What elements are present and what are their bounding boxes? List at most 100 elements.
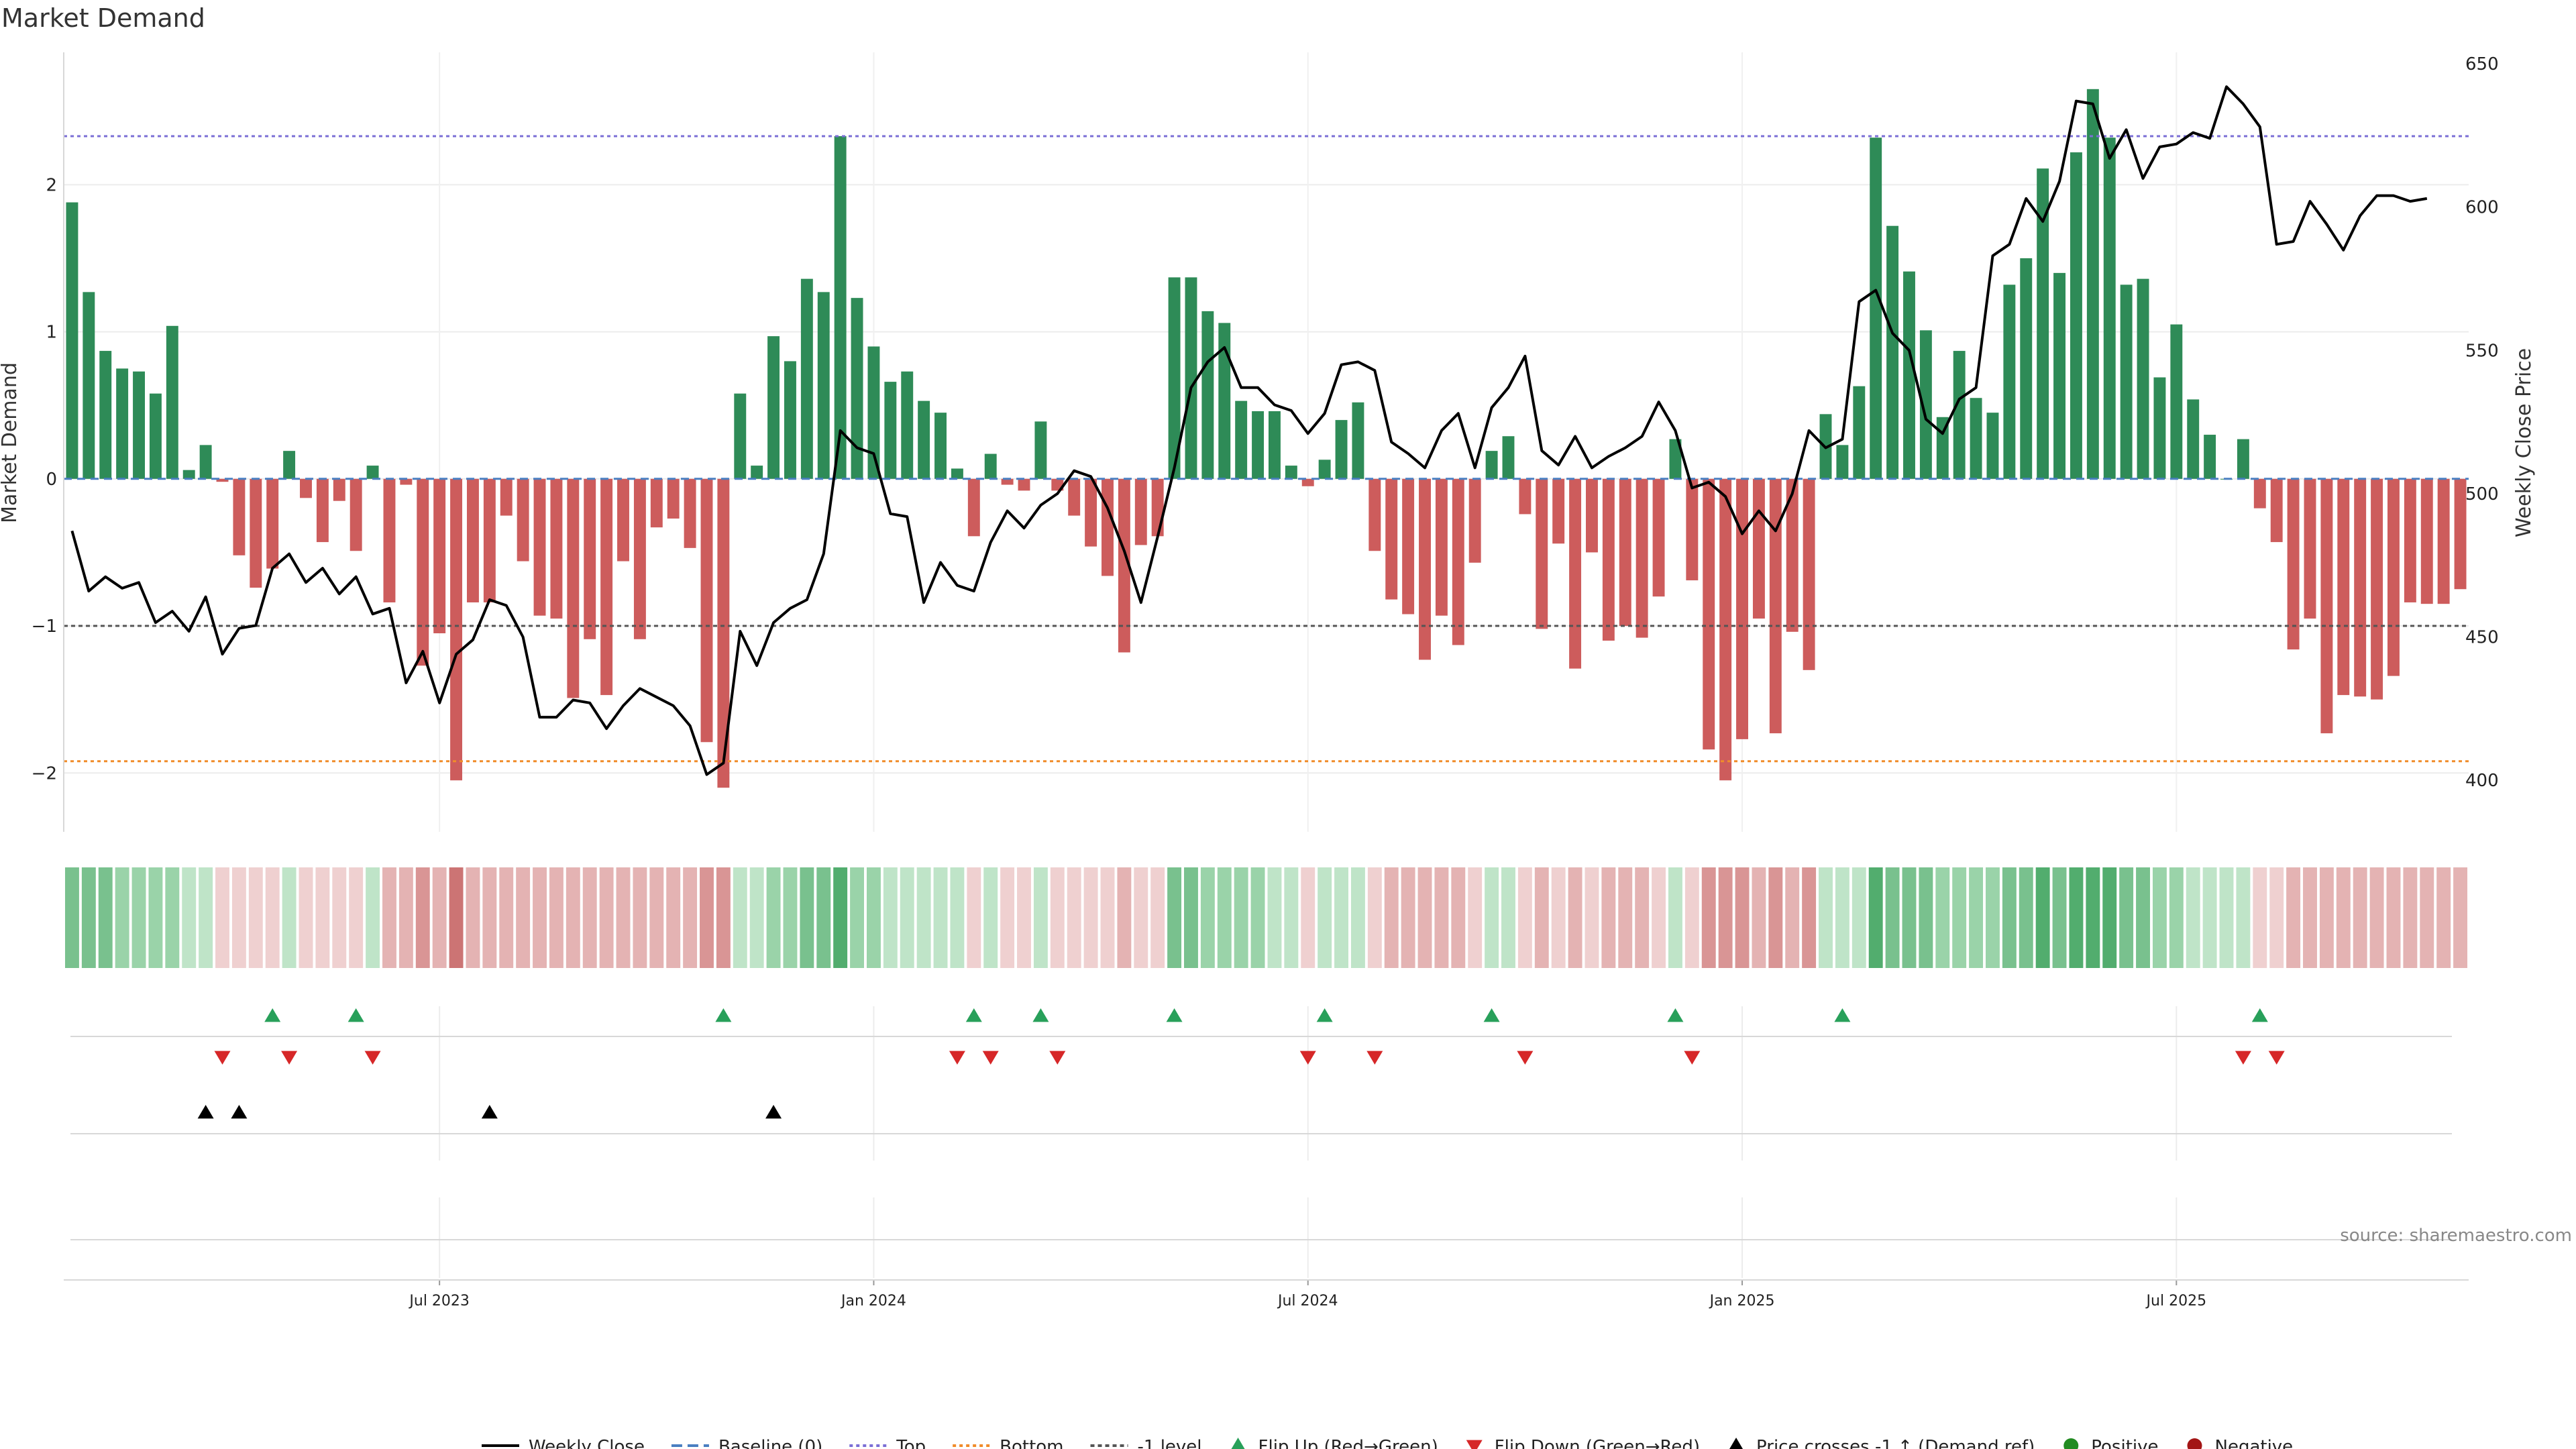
positive-demand-bar [918,400,930,479]
heat-cell [1785,867,1800,968]
heat-cell [332,867,347,968]
heat-cell [1451,867,1466,968]
positive-demand-bar [1268,411,1281,479]
positive-demand-bar [1252,411,1265,479]
heat-cell [231,867,246,968]
heat-cell [1050,867,1065,968]
positive-demand-bar [1903,271,1915,479]
positive-swatch-icon [2063,1438,2079,1449]
positive-demand-bar [817,292,830,479]
heat-cell [1668,867,1682,968]
left-tick-label: 0 [46,470,57,490]
heat-cell [1851,867,1866,968]
negative-demand-bar [967,478,980,537]
heat-cell [533,867,547,968]
heat-cell [2086,867,2100,968]
positive-demand-bar [66,202,78,479]
positive-demand-bar [99,351,112,479]
heat-cell [1952,867,1967,968]
heat-cell [1184,867,1198,968]
negative-demand-bar [1402,478,1415,614]
positive-demand-bar [2020,258,2033,479]
right-axis-label: Weekly Close Price [2512,348,2536,537]
positive-demand-bar [901,371,914,479]
heat-cell [1117,867,1132,968]
right-tick-label: 500 [2465,484,2499,504]
heat-cell [449,867,464,968]
left-tick-label: 1 [46,323,57,343]
left-tick-label: 2 [46,175,57,195]
flip-down-marker [364,1051,381,1065]
negative-demand-bar [500,478,513,516]
negative-demand-bar [1118,478,1130,653]
positive-demand-bar [2187,399,2200,479]
negative-demand-bar [717,478,730,788]
legend: Weekly Close Baseline (0) Top Bottom -1 leve… [482,1437,2293,1449]
date-tick-label: Jan 2024 [840,1293,906,1309]
flip-down-marker [1299,1051,1316,1065]
heat-cell [2303,867,2317,968]
heat-cell [282,867,297,968]
heat-cell [2152,867,2167,968]
heat-cell [1534,867,1549,968]
negative-demand-bar [2304,478,2316,619]
negative-demand-bar [1752,478,1765,619]
flip-up-marker [264,1008,281,1022]
reference-lines [64,135,2469,763]
negative-demand-bar [1803,478,1815,670]
date-tick-label: Jul 2025 [2145,1293,2207,1309]
positive-demand-bar [2137,278,2149,479]
heat-cell [2186,867,2200,968]
legend-label: Baseline (0) [718,1437,822,1449]
legend-item-weekly-close: Weekly Close [482,1437,645,1449]
negative-demand-bar [1001,478,1014,485]
negative-demand-bar [667,478,680,519]
negative-demand-bar [2354,478,2367,697]
legend-item-bottom: Bottom [953,1437,1064,1449]
negative-demand-bar [1134,478,1147,545]
legend-label: Positive [2091,1437,2158,1449]
flip-up-marker [1032,1008,1049,1022]
positive-demand-bar [800,278,813,479]
negative-demand-bar [684,478,696,548]
flip-up-swatch-icon [1231,1438,1245,1449]
heat-cell [2336,867,2351,968]
flip-down-marker [1684,1051,1701,1065]
negative-demand-bar [1635,478,1648,638]
heat-cell [1635,867,1650,968]
heat-cell [1234,867,1248,968]
legend-item-flip-up: Flip Up (Red→Green) [1231,1437,1438,1449]
heat-cell [1919,867,1933,968]
heat-cell [633,867,647,968]
negative-demand-bar [1586,478,1598,553]
heat-cell [950,867,965,968]
negative-demand-bar [1519,478,1532,515]
positive-demand-bar [166,325,178,479]
flip-up-marker [715,1008,732,1022]
heat-cell [315,867,330,968]
flip-down-marker [1517,1051,1534,1065]
positive-demand-bar [2103,138,2116,479]
heat-cell [131,867,146,968]
heat-cell [1067,867,1081,968]
flip-up-marker [1667,1008,1684,1022]
flip-down-marker [214,1051,231,1065]
positive-demand-bar [1218,323,1231,479]
positive-demand-bar [1870,138,1882,479]
heat-cell [1367,867,1382,968]
heat-cell [182,867,197,968]
positive-demand-bar [1502,436,1515,479]
right-tick-label: 650 [2465,54,2499,74]
positive-demand-bar [199,445,212,479]
date-tick-label: Jan 2025 [1709,1293,1775,1309]
heat-cell [666,867,681,968]
heat-cell [1100,867,1115,968]
positive-demand-bar [2170,324,2183,479]
positive-demand-bar [2037,168,2049,479]
positive-demand-bar [1168,277,1181,479]
negative-demand-bar [700,478,713,743]
chart-title: Market Demand [1,3,205,33]
heat-cell [2169,867,2184,968]
heat-cell [165,867,180,968]
